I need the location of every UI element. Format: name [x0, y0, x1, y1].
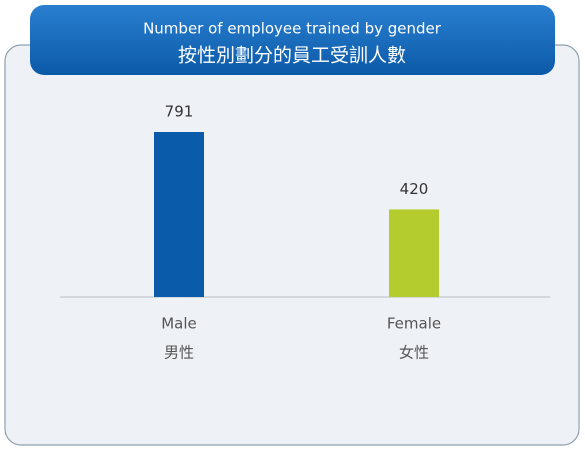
value-label: 420: [400, 180, 429, 198]
category-label: Male: [161, 315, 197, 333]
category-label: Female: [387, 315, 441, 333]
category-label-zh: 女性: [399, 344, 429, 362]
panel: [4, 44, 580, 446]
title-tab: [30, 5, 555, 75]
bar: [389, 209, 439, 297]
chart-title: Number of employee trained by gender: [143, 20, 442, 38]
bar: [154, 132, 204, 297]
chart-subtitle: 按性別劃分的員工受訓人數: [178, 45, 406, 67]
value-label: 791: [165, 103, 194, 121]
category-label-zh: 男性: [164, 344, 194, 362]
